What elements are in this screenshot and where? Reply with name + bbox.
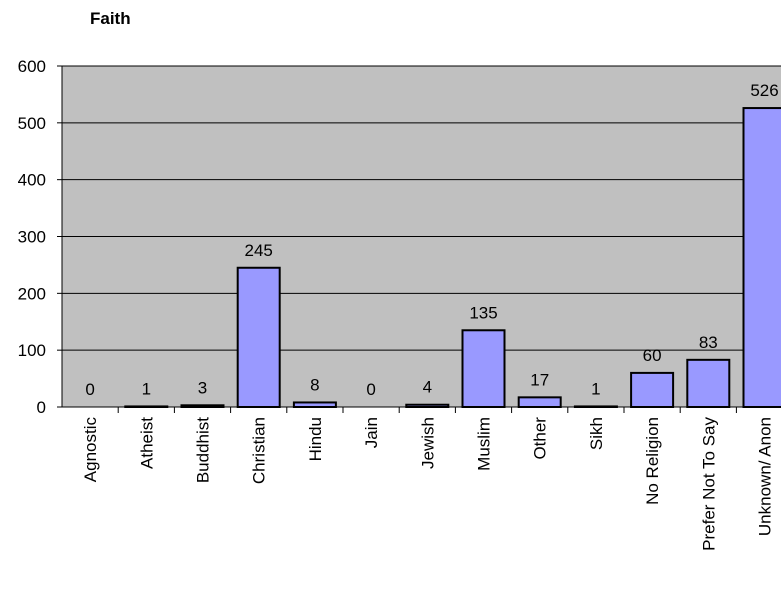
data-label: 3 [198, 378, 207, 397]
data-label: 526 [750, 81, 778, 100]
data-label: 245 [245, 241, 273, 260]
data-label: 17 [530, 370, 549, 389]
category-label: Sikh [587, 417, 606, 450]
category-label: Atheist [137, 417, 156, 469]
category-label: Jain [362, 417, 381, 448]
bar [742, 107, 781, 408]
category-label: Other [531, 417, 550, 460]
data-label: 60 [643, 346, 662, 365]
chart-title: Faith [90, 9, 131, 28]
data-label: 83 [699, 333, 718, 352]
bar [236, 266, 281, 408]
data-label: 1 [591, 379, 600, 398]
y-tick-label: 300 [18, 228, 46, 247]
bar [517, 396, 562, 409]
data-label: 135 [469, 303, 497, 322]
category-label: Christian [250, 417, 269, 484]
bar [630, 371, 675, 408]
category-label: Unknown/ Anon [756, 417, 775, 536]
bar [686, 358, 731, 409]
y-tick-label: 600 [18, 57, 46, 76]
category-label: Jewish [418, 417, 437, 469]
y-tick-label: 500 [18, 114, 46, 133]
category-label: Muslim [475, 417, 494, 471]
category-label: No Religion [643, 417, 662, 505]
category-label: Prefer Not To Say [699, 417, 718, 551]
bar [292, 401, 337, 409]
data-label: 0 [366, 380, 375, 399]
category-label: Buddhist [194, 417, 213, 483]
data-label: 0 [85, 380, 94, 399]
y-tick-label: 0 [37, 398, 46, 417]
data-label: 4 [423, 378, 432, 397]
data-label: 1 [142, 379, 151, 398]
bar [461, 329, 506, 408]
y-tick-label: 200 [18, 284, 46, 303]
y-tick-label: 100 [18, 341, 46, 360]
category-label: Hindu [306, 417, 325, 461]
category-label: Agnostic [81, 417, 100, 483]
y-tick-label: 400 [18, 171, 46, 190]
data-label: 8 [310, 375, 319, 394]
